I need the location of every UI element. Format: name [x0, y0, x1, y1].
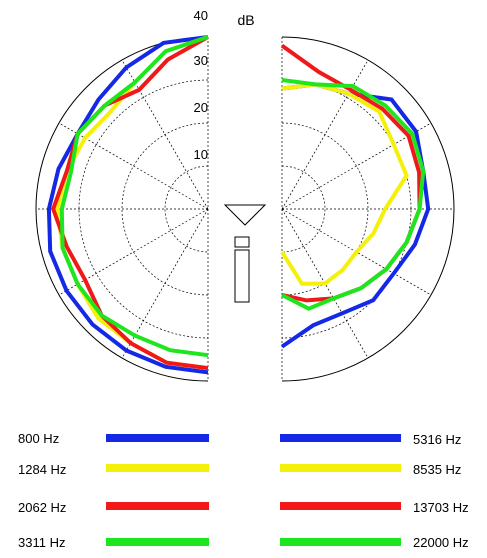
grid-circle-left-20 — [121, 122, 209, 296]
mic-capsule-icon — [234, 236, 250, 248]
series-line-left-2 — [51, 35, 209, 371]
polar-grid — [35, 36, 455, 382]
series-line-right-3 — [281, 78, 426, 311]
legend-swatch-right-3 — [280, 538, 401, 546]
legend-label-right-0: 5316 Hz — [413, 432, 461, 447]
series-line-left-0 — [46, 35, 209, 375]
legend-label-left-1: 1284 Hz — [18, 462, 66, 477]
series-line-right-1 — [280, 82, 409, 286]
r-tick-label-10: 10 — [194, 147, 208, 162]
grid-spoke-right-60 — [281, 122, 432, 210]
legend-label-right-3: 22000 Hz — [413, 535, 469, 550]
grid-spoke-left-60 — [58, 122, 209, 210]
grid-spoke-left-30 — [121, 59, 209, 210]
series-line-left-1 — [55, 35, 209, 371]
speaker-icon-group — [223, 204, 267, 303]
legend-swatch-right-0 — [280, 434, 401, 442]
legend-label-left-2: 2062 Hz — [18, 500, 66, 515]
r-tick-label-40: 40 — [194, 8, 208, 23]
legend: 800 Hz 1284 Hz 2062 Hz 3311 Hz 5316 Hz 8… — [18, 431, 469, 550]
legend-swatch-left-2 — [106, 502, 209, 510]
series-line-left-3 — [59, 35, 209, 358]
unit-label: dB — [237, 12, 254, 28]
grid-spoke-right-150 — [281, 208, 369, 359]
legend-swatch-right-1 — [280, 464, 401, 472]
series-layer — [46, 35, 431, 375]
legend-swatch-left-3 — [106, 538, 209, 546]
grid-spoke-right-120 — [281, 208, 432, 296]
r-tick-label-30: 30 — [194, 53, 208, 68]
r-tick-label-20: 20 — [194, 100, 208, 115]
legend-swatch-right-2 — [280, 502, 401, 510]
grid-spoke-right-30 — [281, 59, 369, 210]
legend-label-left-0: 800 Hz — [18, 431, 59, 446]
grid-circle-left-30 — [78, 79, 209, 339]
grid-circle-right-30 — [281, 79, 412, 339]
legend-label-right-2: 13703 Hz — [413, 500, 469, 515]
grid-circle-right-20 — [281, 122, 369, 296]
legend-swatch-left-0 — [106, 434, 209, 442]
mic-body-icon — [234, 249, 250, 303]
outer-circle-left — [35, 36, 209, 382]
grid-spoke-left-150 — [121, 208, 209, 359]
speaker-icon — [223, 204, 267, 226]
legend-label-right-1: 8535 Hz — [413, 462, 461, 477]
grid-spoke-left-120 — [58, 208, 209, 296]
outer-circle-right — [281, 36, 455, 382]
legend-swatch-left-1 — [106, 464, 209, 472]
legend-label-left-3: 3311 Hz — [18, 535, 65, 550]
